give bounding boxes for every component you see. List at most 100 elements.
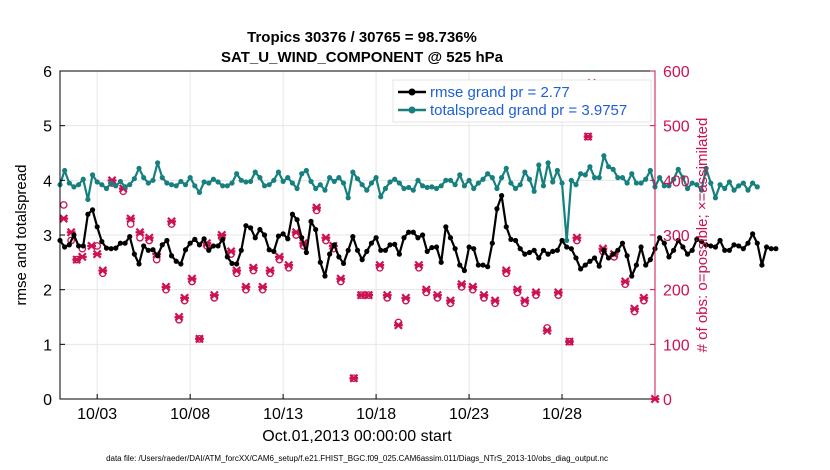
totalspread-point [536, 162, 542, 168]
y-tick-label: 3 [43, 228, 52, 245]
totalspread-point [396, 180, 402, 186]
rmse-point [610, 251, 616, 257]
obs-assimilated-marker [375, 260, 385, 270]
y-right-tick-label: 0 [663, 392, 672, 409]
obs-assimilated-marker [531, 288, 541, 297]
rmse-point [392, 241, 398, 247]
rmse-point [136, 261, 142, 267]
rmse-point [731, 242, 737, 248]
totalspread-point [610, 166, 616, 172]
rmse-point [452, 246, 458, 252]
rmse-point [447, 235, 454, 241]
obs-assimilated-marker [144, 233, 154, 243]
y-right-tick-label: 500 [663, 119, 690, 136]
rmse-point [689, 247, 695, 253]
totalspread-point [178, 178, 184, 185]
totalspread-point [206, 180, 212, 186]
rmse-point [694, 236, 700, 242]
rmse-point [387, 242, 393, 248]
totalspread-point [289, 180, 296, 186]
totalspread-point [624, 180, 630, 186]
totalspread-point [401, 185, 407, 192]
totalspread-point [438, 183, 444, 189]
totalspread-point [336, 175, 342, 181]
totalspread-point [313, 185, 319, 192]
rmse-point [517, 246, 523, 252]
rmse-point [247, 225, 254, 231]
totalspread-point [461, 183, 468, 189]
rmse-point [261, 232, 268, 238]
rmse-point [703, 242, 709, 248]
totalspread-point [131, 176, 137, 182]
y-right-tick-label: 600 [663, 64, 690, 81]
rmse-point [201, 236, 207, 242]
rmse-point [192, 236, 198, 242]
rmse-point [331, 242, 337, 248]
totalspread-point [689, 180, 695, 186]
x-tick-label: 10/18 [356, 406, 396, 423]
rmse-point [234, 261, 240, 267]
totalspread-point [703, 165, 709, 171]
totalspread-point [447, 177, 454, 183]
totalspread-point [633, 180, 640, 186]
axis-ticks: 10/03 10/08 10/13 10/18 10/23 10/28 0 1 2 3 4 5 6 0 10… [43, 64, 690, 423]
obs-assimilated-marker [457, 279, 467, 289]
rmse-point [303, 249, 309, 256]
rmse-point [489, 240, 495, 246]
totalspread-point [684, 185, 691, 192]
rmse-point [373, 235, 379, 241]
totalspread-point [210, 176, 216, 182]
totalspread-point [117, 178, 124, 185]
totalspread-point [108, 180, 114, 186]
obs-assimilated-marker [572, 233, 582, 243]
rmse-point [155, 253, 161, 259]
obs-assimilated-marker [349, 373, 359, 383]
totalspread-point [489, 175, 495, 181]
obs-assimilated-series [59, 78, 660, 404]
rmse-point [754, 240, 760, 246]
totalspread-point [424, 184, 430, 191]
rmse-point [117, 240, 124, 246]
obs-assimilated-marker [583, 132, 593, 141]
rmse-point [494, 206, 500, 212]
totalspread-point [354, 176, 361, 182]
totalspread-point [578, 171, 584, 177]
totalspread-point [345, 195, 351, 201]
totalspread-point [615, 175, 621, 181]
obs-assimilated-marker [77, 252, 87, 262]
rmse-point [666, 254, 672, 260]
totalspread-point [113, 183, 119, 189]
rmse-point [127, 234, 133, 240]
obs-assimilated-marker [542, 326, 552, 336]
totalspread-point [750, 180, 756, 186]
totalspread-point [66, 180, 72, 186]
totalspread-point [103, 185, 110, 192]
rmse-point [438, 259, 444, 265]
rmse-point [638, 244, 644, 250]
rmse-point [173, 258, 179, 264]
totalspread-point [666, 183, 672, 189]
obs-possible-marker [59, 201, 68, 209]
totalspread-point [122, 184, 128, 190]
y-tick-label: 2 [43, 283, 52, 300]
totalspread-point [419, 183, 426, 189]
totalspread-point [503, 165, 509, 171]
totalspread-point [499, 175, 505, 181]
rmse-point [308, 218, 314, 224]
rmse-point [345, 247, 351, 253]
x-tick-label: 10/08 [170, 406, 210, 423]
rmse-point [615, 247, 621, 253]
totalspread-point [591, 175, 598, 181]
x-tick-label: 10/23 [449, 406, 489, 423]
totalspread-point [373, 175, 379, 181]
totalspread-point [429, 184, 435, 190]
x-axis-label: Oct.01,2013 00:00:00 start [262, 428, 452, 445]
totalspread-point [229, 180, 235, 186]
totalspread-point [378, 194, 384, 200]
rmse-point [419, 232, 426, 238]
totalspread-point [303, 167, 309, 174]
totalspread-point [85, 196, 91, 203]
totalspread-point [340, 180, 347, 186]
totalspread-point [675, 166, 681, 172]
totalspread-point [141, 175, 147, 181]
